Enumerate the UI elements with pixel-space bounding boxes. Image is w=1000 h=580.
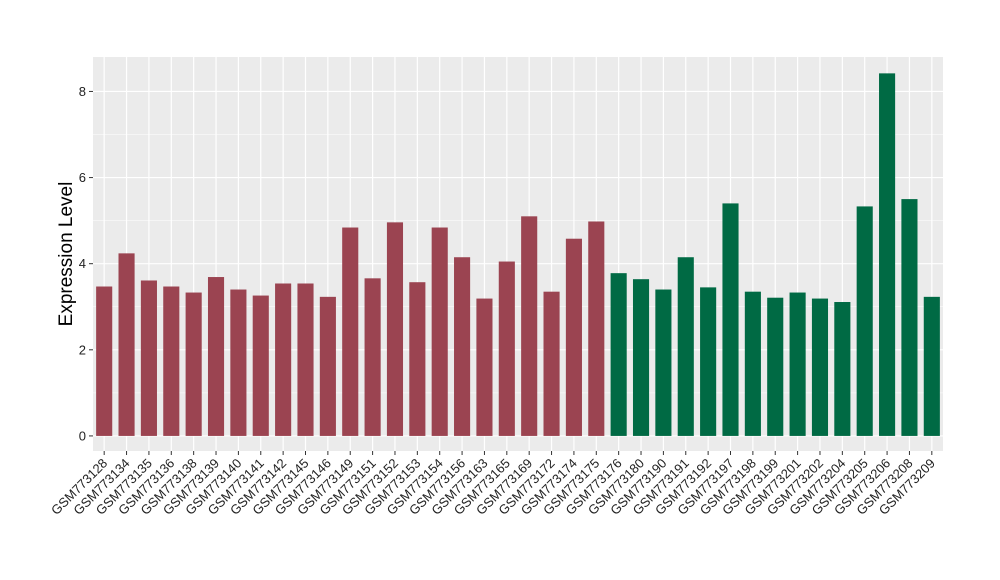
- bar-gsm773192: [700, 287, 717, 436]
- bar-gsm773142: [275, 283, 292, 436]
- bar-gsm773136: [163, 286, 180, 436]
- y-tick-label: 6: [79, 170, 86, 185]
- bar-gsm773175: [588, 221, 605, 436]
- bar-gsm773199: [767, 297, 784, 436]
- bar-gsm773174: [565, 238, 582, 436]
- bar-gsm773191: [677, 257, 694, 436]
- bar-gsm773134: [118, 253, 135, 436]
- bar-gsm773197: [722, 203, 739, 436]
- bar-gsm773145: [297, 283, 314, 436]
- y-axis: 0 2 4 6 8: [79, 84, 93, 443]
- x-axis: GSM773128GSM773134GSM773135GSM773136GSM7…: [48, 451, 938, 518]
- bar-gsm773138: [185, 292, 202, 436]
- y-tick-label: 2: [79, 342, 86, 357]
- bar-gsm773202: [811, 298, 829, 436]
- bar-gsm773206: [879, 73, 896, 436]
- bar-gsm773146: [319, 296, 336, 436]
- bar-gsm773190: [655, 289, 672, 436]
- y-axis-title: Expression Level: [56, 182, 77, 327]
- bar-gsm773169: [521, 216, 538, 436]
- bar-gsm773154: [431, 227, 448, 436]
- bar-gsm773151: [364, 278, 381, 436]
- bar-gsm773135: [140, 280, 157, 436]
- bars: [96, 73, 940, 436]
- bar-gsm773128: [96, 286, 113, 436]
- bar-gsm773149: [342, 227, 359, 436]
- bar-gsm773140: [230, 289, 247, 436]
- bar-gsm773172: [543, 291, 560, 436]
- bar-gsm773141: [252, 295, 269, 436]
- bar-gsm773208: [901, 199, 918, 436]
- bar-gsm773163: [476, 298, 493, 436]
- bar-gsm773198: [744, 291, 761, 436]
- bar-gsm773201: [789, 292, 806, 436]
- bar-gsm773180: [632, 279, 650, 436]
- bar-gsm773205: [856, 206, 873, 436]
- bar-gsm773156: [454, 257, 471, 436]
- bar-gsm773139: [207, 277, 225, 436]
- bar-gsm773165: [498, 261, 515, 436]
- bar-gsm773209: [923, 296, 940, 436]
- bar-gsm773153: [409, 282, 426, 436]
- bar-gsm773152: [386, 222, 404, 436]
- bar-gsm773176: [610, 273, 627, 436]
- bar-gsm773204: [834, 302, 851, 436]
- y-tick-label: 8: [79, 84, 86, 99]
- y-tick-label: 0: [79, 428, 86, 443]
- y-tick-label: 4: [79, 256, 86, 271]
